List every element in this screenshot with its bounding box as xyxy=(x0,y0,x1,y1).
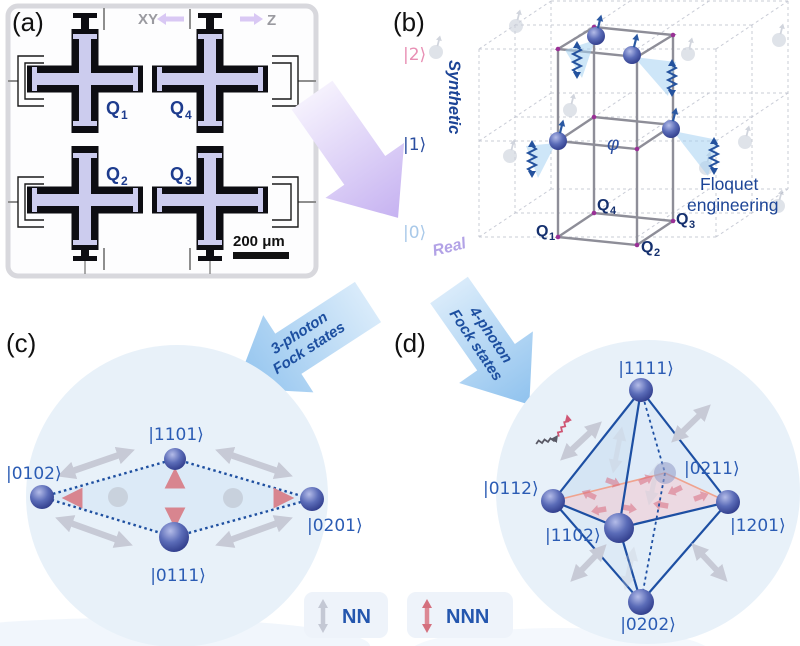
real-axis-label: Real xyxy=(431,235,468,260)
q4-label: Q xyxy=(170,98,184,118)
fock-state-labels-c: |1101⟩ |0102⟩ |0201⟩ |0111⟩ xyxy=(6,425,363,586)
state-sphere-left-d xyxy=(541,489,565,513)
q2-label: Q xyxy=(106,164,120,184)
q4-label-b: Q xyxy=(597,197,609,214)
state-sphere-front-d xyxy=(604,513,634,543)
feedlines xyxy=(8,8,316,274)
state-sphere-top-d xyxy=(629,378,653,402)
z-arrow-icon xyxy=(240,13,263,25)
state-label-0201: |0201⟩ xyxy=(307,516,363,536)
q3-sub: 3 xyxy=(185,174,192,188)
legend: NN NNN xyxy=(304,592,513,638)
q3-label: Q xyxy=(170,164,184,184)
legend-nn-label: NN xyxy=(342,606,371,628)
legend-nnn-box xyxy=(407,592,513,638)
control-tbars xyxy=(73,13,222,261)
fock-state-spheres-c xyxy=(30,448,324,552)
state-sphere-bottom xyxy=(159,522,189,552)
q3-sub-b: 3 xyxy=(689,219,695,231)
q2-sub: 2 xyxy=(121,174,128,188)
q2-label-b: Q xyxy=(641,239,653,256)
fock-state-spheres-d xyxy=(541,378,740,615)
state-label-1201: |1201⟩ xyxy=(730,516,786,536)
state-label-0202: |0202⟩ xyxy=(620,615,676,635)
state-sphere-left xyxy=(30,485,54,509)
panel-c-label: (c) xyxy=(6,328,36,358)
legend-nnn-label: NNN xyxy=(446,606,489,628)
scale-bar-rule xyxy=(233,252,289,259)
state-label-1102: |1102⟩ xyxy=(545,526,601,546)
panel-a-device-micrograph: XY Z Q 1 Q 4 Q 2 Q 3 200 μm (a) xyxy=(5,3,319,279)
four-photon-arrow: 4-photon Fock states xyxy=(430,276,533,405)
xy-arrow-icon xyxy=(157,13,184,25)
level-2-label: |2⟩ xyxy=(403,45,426,65)
z-label: Z xyxy=(267,12,276,29)
floquet-caption-line1: Floquet xyxy=(700,174,759,194)
panel-b-synthetic-lattice: φ |2⟩ |1⟩ |0⟩ Synthetic Real Floquet eng… xyxy=(393,0,789,260)
panel-b-label: (b) xyxy=(393,7,425,37)
synthetic-axis-label: Synthetic xyxy=(445,60,463,134)
panel-a-to-b-arrow xyxy=(291,80,405,218)
q1-sub-b: 1 xyxy=(549,231,555,243)
q1-sub: 1 xyxy=(121,108,128,122)
level-0-label: |0⟩ xyxy=(403,223,426,243)
state-label-0111: |0111⟩ xyxy=(150,566,206,586)
state-sphere-back xyxy=(654,462,676,484)
scale-bar-label: 200 μm xyxy=(233,233,285,250)
xy-z-header: XY Z xyxy=(138,11,276,29)
q4-sub: 4 xyxy=(185,108,192,122)
panel-c-3photon-diamond: |1101⟩ |0102⟩ |0201⟩ |0111⟩ (c) xyxy=(6,328,363,646)
panel-a-label: (a) xyxy=(12,7,44,37)
panel-d-4photon-octahedron: |1111⟩ |0211⟩ |0112⟩ |1102⟩ |1201⟩ |0202… xyxy=(394,328,800,644)
q2-sub-b: 2 xyxy=(654,247,660,259)
floquet-caption-line2: engineering xyxy=(687,195,778,215)
qubit-labels-b: Q 1 Q 2 Q 3 Q 4 xyxy=(536,197,695,259)
q1-label-b: Q xyxy=(536,223,548,240)
state-sphere-bottom-d xyxy=(628,589,654,615)
state-sphere-top xyxy=(164,448,186,470)
q1-label: Q xyxy=(106,98,120,118)
coupler-brackets xyxy=(17,55,299,228)
floquet-fans xyxy=(526,40,718,178)
q4-sub-b: 4 xyxy=(610,205,617,217)
state-label-1111: |1111⟩ xyxy=(618,359,674,379)
scale-bar: 200 μm xyxy=(233,233,289,259)
floquet-engineering-caption: Floquet engineering xyxy=(687,174,778,215)
state-sphere-right xyxy=(300,487,324,511)
nnn-arrow-icon xyxy=(422,599,432,633)
qubit-sphere xyxy=(660,105,682,140)
qubit-labels-a: Q 1 Q 4 Q 2 Q 3 xyxy=(106,98,192,188)
state-label-0211: |0211⟩ xyxy=(684,459,740,479)
octahedron-dashed-edges xyxy=(640,389,666,603)
state-label-0112: |0112⟩ xyxy=(483,479,539,499)
panel-d-label: (d) xyxy=(394,328,426,358)
level-1-label: |1⟩ xyxy=(403,135,426,155)
fock-state-labels-d: |1111⟩ |0211⟩ |0112⟩ |1102⟩ |1201⟩ |0202… xyxy=(483,359,786,635)
q3-label-b: Q xyxy=(676,211,688,228)
axis-labels-b: |2⟩ |1⟩ |0⟩ Synthetic Real xyxy=(403,45,468,260)
nn-coupling-arrows-c xyxy=(55,446,293,548)
nn-arrow-icon xyxy=(318,599,328,633)
state-label-1101: |1101⟩ xyxy=(148,425,204,445)
state-label-0102: |0102⟩ xyxy=(6,464,62,484)
xy-label: XY xyxy=(138,11,158,28)
state-sphere-right-d xyxy=(716,490,740,514)
phi-flux-label: φ xyxy=(607,134,619,155)
